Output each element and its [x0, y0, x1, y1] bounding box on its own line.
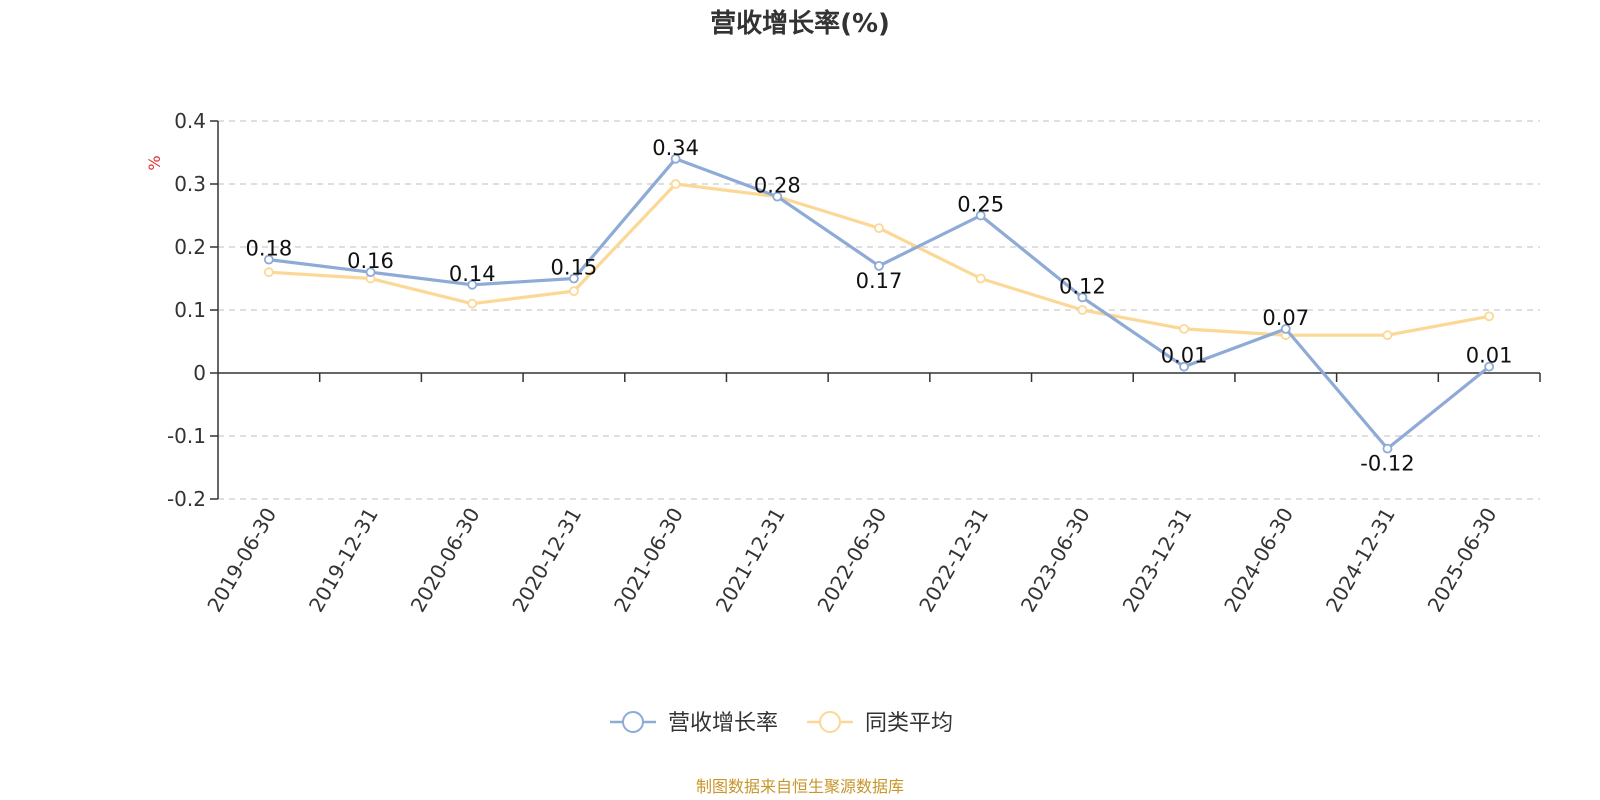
- x-tick-label: 2023-06-30: [1016, 504, 1095, 617]
- legend-marker-icon: [819, 711, 841, 733]
- series-revenue-growth: [263, 153, 1495, 454]
- data-label: 0.12: [1059, 274, 1106, 298]
- x-tick-label: 2019-12-31: [304, 504, 383, 617]
- axes: -0.2 -0.1 0 0.1 0.2 0.3 0.4 2019-06-30 2019-12-3…: [167, 109, 1541, 617]
- data-label: 0.17: [856, 269, 903, 293]
- x-tick-label: 2023-12-31: [1118, 504, 1197, 617]
- data-label: 0.01: [1466, 344, 1513, 368]
- data-label: 0.34: [652, 136, 699, 160]
- data-point: [263, 254, 274, 265]
- data-point: [874, 260, 884, 271]
- x-tick-label: 2022-06-30: [812, 504, 891, 617]
- x-tick-label: 2020-06-30: [406, 504, 485, 617]
- legend-label: 营收增长率: [668, 711, 778, 736]
- data-point: [569, 286, 579, 297]
- series-line: [268, 157, 1491, 451]
- data-point: [467, 298, 478, 309]
- x-tick-label: 2024-12-31: [1321, 504, 1400, 617]
- series-lines: [263, 153, 1495, 454]
- legend-label: 同类平均: [865, 711, 953, 736]
- data-point: [1077, 292, 1088, 303]
- data-point: [1484, 311, 1495, 322]
- y-tick-label: 0: [193, 361, 206, 385]
- data-point: [1382, 330, 1393, 341]
- data-label: 0.25: [957, 193, 1004, 217]
- data-point: [1077, 305, 1088, 315]
- data-point: [263, 267, 274, 278]
- data-point: [874, 223, 884, 234]
- x-tick-label: 2024-06-30: [1219, 504, 1298, 617]
- data-source-note: 制图数据来自恒生聚源数据库: [696, 777, 904, 796]
- legend-item-peer-average[interactable]: 同类平均: [807, 711, 953, 736]
- data-point: [772, 191, 783, 202]
- x-tick-label: 2020-12-31: [507, 504, 586, 617]
- data-point: [467, 279, 478, 290]
- grid-lines: [218, 120, 1540, 500]
- chart-title: 营收增长率(%): [710, 8, 890, 39]
- data-point: [1484, 361, 1495, 372]
- data-point: [1280, 323, 1291, 334]
- y-tick-label: 0.1: [174, 298, 206, 322]
- y-axis-label: %: [145, 155, 164, 170]
- data-point: [975, 210, 986, 221]
- data-label: 0.14: [449, 262, 496, 286]
- data-point: [569, 273, 579, 284]
- data-label: 0.07: [1262, 306, 1309, 330]
- data-point: [365, 267, 376, 278]
- data-label: 0.18: [245, 237, 292, 261]
- data-label: 0.16: [347, 249, 394, 273]
- y-tick-label: -0.1: [167, 424, 206, 448]
- data-point: [670, 153, 681, 164]
- legend-marker-icon: [622, 711, 644, 733]
- y-tick-label: 0.3: [174, 172, 206, 196]
- data-label: 0.15: [551, 256, 598, 280]
- x-tick-label: 2025-06-30: [1423, 504, 1502, 617]
- legend[interactable]: 营收增长率 同类平均: [610, 711, 953, 736]
- data-point: [975, 273, 986, 284]
- data-point: [670, 179, 681, 189]
- x-tick-label: 2019-06-30: [202, 504, 281, 617]
- x-tick-label: 2021-06-30: [609, 504, 688, 617]
- data-point: [1179, 361, 1189, 372]
- y-tick-label: -0.2: [167, 487, 206, 511]
- data-point: [1179, 323, 1189, 334]
- x-tick-label: 2021-12-31: [711, 504, 790, 617]
- data-label: 0.01: [1161, 344, 1208, 368]
- data-point: [1382, 443, 1393, 454]
- legend-item-revenue-growth[interactable]: 营收增长率: [610, 711, 778, 736]
- data-labels: 0.18 0.16 0.14 0.15 0.34 0.28 0.17 0.25 0.12 0.01…: [245, 136, 1512, 476]
- data-label: 0.28: [754, 174, 801, 198]
- x-tick-label: 2022-12-31: [914, 504, 993, 617]
- y-tick-label: 0.4: [174, 109, 206, 133]
- data-label: -0.12: [1360, 452, 1414, 476]
- y-tick-label: 0.2: [174, 235, 206, 259]
